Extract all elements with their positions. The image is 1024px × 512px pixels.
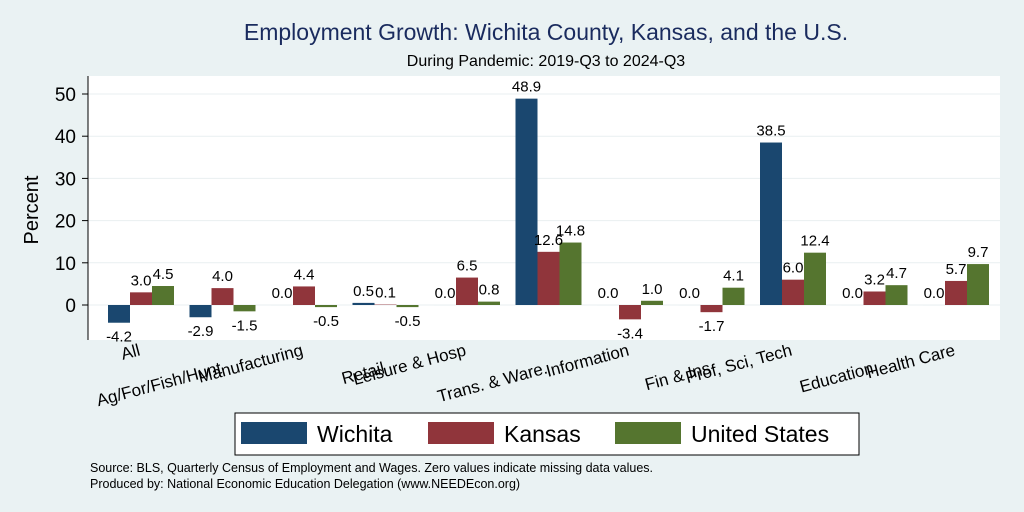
legend-swatch-kansas xyxy=(428,422,494,444)
bar-wichita-prof-sci-tech xyxy=(760,142,782,305)
bar-united-states-retail xyxy=(396,305,419,308)
data-label-united-states-information: 1.0 xyxy=(642,281,663,298)
xtick-label-health-care: Health Care xyxy=(864,341,957,383)
data-label-kansas-leisure-hosp: 6.5 xyxy=(457,258,478,275)
bar-kansas-prof-sci-tech xyxy=(782,279,804,305)
bar-kansas-education xyxy=(863,291,886,305)
ytick-label-30: 30 xyxy=(55,169,76,190)
ytick-label-20: 20 xyxy=(55,212,76,233)
data-label-kansas-prof-sci-tech: 6.0 xyxy=(783,260,804,277)
legend-swatch-united-states xyxy=(615,422,681,444)
bar-united-states-health-care xyxy=(967,264,989,305)
bar-united-states-all xyxy=(152,286,174,305)
data-label-wichita-health-care: 0.0 xyxy=(924,285,945,302)
data-label-kansas-trans-ware: 12.6 xyxy=(534,232,563,249)
bar-united-states-prof-sci-tech xyxy=(804,252,826,305)
y-axis-ticks: 0 10 20 30 40 50 xyxy=(55,76,89,340)
bar-united-states-ag-for-fish-hunt xyxy=(233,305,256,312)
data-label-wichita-information: 0.0 xyxy=(598,285,619,302)
y-axis-label: Percent xyxy=(21,175,43,244)
bars xyxy=(108,98,989,323)
data-label-united-states-leisure-hosp: 0.8 xyxy=(479,282,500,299)
data-label-kansas-all: 3.0 xyxy=(131,272,152,289)
bar-wichita-all xyxy=(108,305,130,323)
legend-label-united-states: United States xyxy=(691,421,829,447)
bar-united-states-fin-ins xyxy=(722,287,745,305)
data-label-kansas-education: 3.2 xyxy=(864,271,885,288)
bar-kansas-health-care xyxy=(945,280,967,305)
bar-united-states-manufacturing xyxy=(315,305,337,308)
data-label-wichita-prof-sci-tech: 38.5 xyxy=(756,123,785,140)
data-label-united-states-education: 4.7 xyxy=(886,265,907,282)
legend-label-wichita: Wichita xyxy=(317,421,393,447)
chart-subtitle: During Pandemic: 2019-Q3 to 2024-Q3 xyxy=(407,53,685,70)
data-label-kansas-ag-for-fish-hunt: 4.0 xyxy=(212,268,233,285)
bar-kansas-ag-for-fish-hunt xyxy=(211,288,234,305)
data-label-united-states-trans-ware: 14.8 xyxy=(556,223,585,240)
data-label-united-states-ag-for-fish-hunt: -1.5 xyxy=(232,317,258,334)
legend-swatch-wichita xyxy=(241,422,307,444)
bar-kansas-manufacturing xyxy=(293,286,315,305)
xtick-label-trans-ware: Trans. & Ware. xyxy=(435,359,549,407)
data-label-wichita-fin-ins: 0.0 xyxy=(679,285,700,302)
producer-note: Produced by: National Economic Education… xyxy=(90,477,520,491)
data-label-wichita-ag-for-fish-hunt: -2.9 xyxy=(188,323,214,340)
legend-label-kansas: Kansas xyxy=(504,421,581,447)
xtick-label-prof-sci-tech: Prof, Sci, Tech xyxy=(684,341,794,388)
data-label-wichita-leisure-hosp: 0.0 xyxy=(435,285,456,302)
bar-united-states-trans-ware xyxy=(559,242,582,305)
data-label-united-states-fin-ins: 4.1 xyxy=(723,268,744,285)
legend-box xyxy=(234,412,860,456)
source-note: Source: BLS, Quarterly Census of Employm… xyxy=(90,461,653,475)
data-label-kansas-health-care: 5.7 xyxy=(946,261,967,278)
bar-kansas-trans-ware xyxy=(537,251,560,305)
data-label-united-states-retail: -0.5 xyxy=(395,313,421,330)
chart-title: Employment Growth: Wichita County, Kansa… xyxy=(244,19,848,45)
data-label-united-states-manufacturing: -0.5 xyxy=(313,313,339,330)
data-label-wichita-trans-ware: 48.9 xyxy=(512,79,541,96)
data-label-united-states-health-care: 9.7 xyxy=(968,244,989,261)
bar-kansas-information xyxy=(619,305,641,320)
ytick-label-40: 40 xyxy=(55,127,76,148)
bar-wichita-retail xyxy=(352,302,375,305)
ytick-label-10: 10 xyxy=(55,254,76,275)
bar-united-states-education xyxy=(885,285,908,305)
data-labels: -4.23.0 4.5-2.94.0-1.50.04.4-0.50.5 0.1-0.… xyxy=(106,79,988,346)
data-label-kansas-fin-ins: -1.7 xyxy=(699,318,725,335)
bar-wichita-trans-ware xyxy=(515,98,538,305)
data-label-wichita-manufacturing: 0.0 xyxy=(272,285,293,302)
legend: Wichita Kansas United States xyxy=(234,412,860,456)
data-label-kansas-information: -3.4 xyxy=(617,325,643,342)
bar-united-states-leisure-hosp xyxy=(478,301,500,305)
xtick-label-information: Information xyxy=(544,341,631,381)
data-label-united-states-all: 4.5 xyxy=(153,266,174,283)
ytick-label-50: 50 xyxy=(55,85,76,106)
bar-kansas-leisure-hosp xyxy=(456,277,478,305)
bar-kansas-all xyxy=(130,292,152,305)
data-label-united-states-prof-sci-tech: 12.4 xyxy=(800,233,829,250)
bar-united-states-information xyxy=(641,300,663,305)
data-label-kansas-retail: 0.1 xyxy=(375,285,396,302)
xtick-label-all: All xyxy=(119,341,142,364)
xtick-label-manufacturing: Manufacturing xyxy=(196,341,305,387)
bar-kansas-fin-ins xyxy=(700,305,723,313)
data-label-wichita-education: 0.0 xyxy=(842,285,863,302)
bar-wichita-ag-for-fish-hunt xyxy=(189,305,212,318)
ytick-label-0: 0 xyxy=(65,296,76,317)
data-label-wichita-all: -4.2 xyxy=(106,329,132,346)
data-label-wichita-retail: 0.5 xyxy=(353,283,374,300)
data-label-kansas-manufacturing: 4.4 xyxy=(294,266,315,283)
